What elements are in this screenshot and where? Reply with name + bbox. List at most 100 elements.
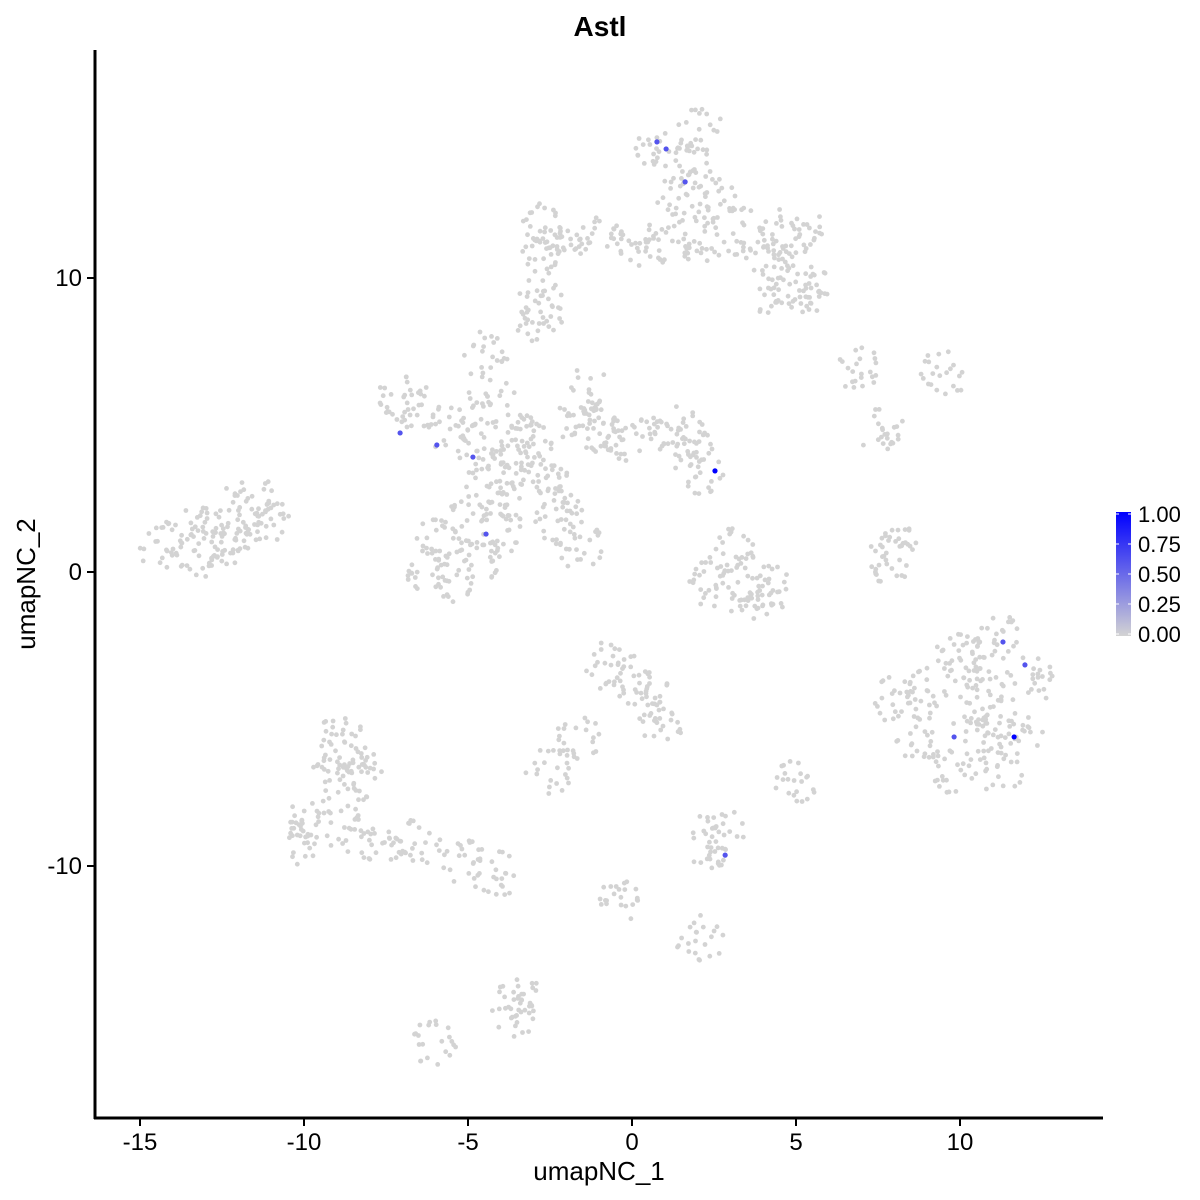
cell-point [691,149,697,155]
cell-point [922,729,928,734]
cell-point [778,275,783,281]
cell-point [228,550,233,556]
cell-point [553,486,558,491]
cell-point [410,846,415,851]
cell-point [554,537,559,542]
cell-point [400,414,406,419]
cell-point [998,733,1004,739]
cell-point [705,432,710,438]
cell-point [183,508,189,513]
cell-point [665,207,671,213]
cell-point [477,329,483,335]
cell-point [520,311,526,317]
cell-point [546,296,551,302]
cell-point [573,725,579,731]
cell-point [687,438,692,444]
cell-point [442,852,447,858]
cell-point [966,668,972,674]
cell-point [692,571,698,577]
x-ticks: -15 -10 -5 0 5 10 [123,1118,973,1156]
cell-point [336,766,341,772]
cell-point [517,524,523,529]
cell-point [423,385,429,390]
cell-point [540,315,546,320]
cell-point [962,714,967,720]
cell-point [646,227,652,233]
cell-point [477,858,483,864]
cell-point [957,373,962,379]
cell-point [665,441,671,447]
cell-point [771,264,777,270]
cell-point [447,867,453,873]
cell-point [499,491,505,497]
cell-point [975,748,981,754]
cell-point [703,560,708,565]
cell-point [503,1005,508,1011]
cell-point [536,479,541,484]
cell-point [716,252,722,258]
cell-point [436,406,441,412]
cell-point [787,759,793,764]
cell-point [727,829,733,834]
cell-point [1041,686,1047,692]
cell-point [174,552,180,558]
cell-point [712,603,717,609]
cell-point [477,502,483,508]
cell-point [498,451,504,457]
cell-point [662,131,668,136]
cell-point [326,795,332,801]
cell-point [813,229,818,235]
cell-point [372,831,377,836]
cell-point [981,740,986,745]
cell-point [973,719,979,725]
cell-point [352,827,358,832]
cell-point [511,486,517,492]
cell-point [697,572,702,578]
expressed-cell-point [1011,734,1017,740]
cell-point [369,842,374,848]
cell-point [797,294,803,300]
cell-point [553,210,558,216]
cell-point [209,557,215,563]
cell-point [1030,676,1036,682]
cell-point [187,566,193,572]
cell-point [481,446,487,452]
cell-point [879,434,884,440]
cell-point [657,716,663,721]
cell-point [688,454,693,460]
cell-point [263,535,269,541]
cell-point [760,268,765,273]
cell-point [538,309,543,315]
cell-point [947,636,953,641]
cell-point [633,886,639,892]
cell-point [274,537,280,542]
cell-point [572,247,578,253]
cell-point [680,169,685,174]
cell-point [704,160,709,166]
cell-point [968,716,974,721]
legend-tick-label: 1.00 [1138,502,1181,527]
cell-point [739,555,745,560]
cell-point [777,250,783,255]
cell-point [709,865,715,871]
cell-point [327,757,333,762]
cell-point [644,245,649,251]
cell-point [169,527,175,533]
cell-point [467,396,473,401]
cell-point [631,673,637,679]
cell-point [210,529,216,535]
cell-point [571,412,576,418]
cell-point [548,778,554,783]
cell-point [963,729,969,734]
cell-point [808,264,814,270]
cell-point [404,424,410,430]
cell-point [675,944,680,950]
cell-point [459,846,465,852]
cell-point [230,547,236,553]
cell-point [529,243,535,249]
cell-point [236,526,241,532]
cell-point [564,753,570,758]
cell-point [899,573,905,578]
cell-point [691,239,697,244]
cell-point [708,488,714,494]
